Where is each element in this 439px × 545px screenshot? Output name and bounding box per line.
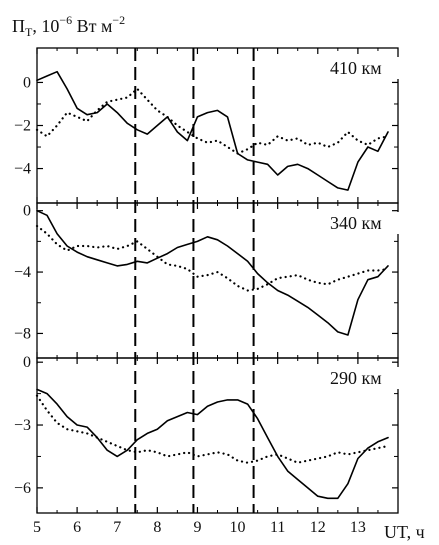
x-tick-label: 6 bbox=[73, 519, 81, 536]
vertical-marker-lines bbox=[134, 48, 255, 513]
series-line-solid bbox=[36, 209, 389, 336]
y-axis-title-unit: Вт м bbox=[72, 16, 112, 36]
x-tick-label: 10 bbox=[230, 519, 246, 536]
panel-label: 340 км bbox=[330, 213, 382, 233]
y-axis-title-sup: −6 bbox=[59, 13, 72, 27]
panels: 0 −2 −4 410 км 0 −4 −8 340 км 0 −3 −6 290 км bbox=[14, 47, 400, 514]
y-tick-label: −4 bbox=[14, 264, 31, 281]
panel-2: 0 −4 −8 340 км bbox=[14, 202, 400, 359]
x-tick-label: 5 bbox=[33, 519, 41, 536]
panel-label-bg bbox=[326, 212, 400, 234]
panel-1: 0 −2 −4 410 км bbox=[14, 47, 400, 204]
x-tick-label: 8 bbox=[153, 519, 161, 536]
y-axis-title-unit-sup: −2 bbox=[112, 13, 125, 27]
y-tick-label: 0 bbox=[23, 354, 31, 371]
x-axis-title: UT, ч bbox=[384, 522, 425, 542]
y-tick-label: −4 bbox=[14, 161, 31, 178]
panel-label: 290 км bbox=[330, 368, 382, 388]
series-line-solid bbox=[36, 388, 389, 500]
y-tick-label: −8 bbox=[14, 325, 31, 342]
y-tick-label: −6 bbox=[14, 480, 31, 497]
panel-label-bg bbox=[326, 367, 400, 389]
series-line-dotted bbox=[35, 394, 390, 464]
series-line-dotted bbox=[35, 87, 390, 155]
y-axis-title-base: Π bbox=[12, 16, 25, 36]
series-line-dotted bbox=[35, 224, 390, 292]
y-axis-title-rest: , 10 bbox=[32, 16, 59, 36]
y-tick-label: −2 bbox=[14, 118, 31, 135]
x-axis: 5 6 7 8 9 10 11 12 13 bbox=[33, 519, 366, 536]
x-tick-label: 11 bbox=[270, 519, 285, 536]
y-tick-label: 0 bbox=[23, 74, 31, 91]
x-tick-label: 12 bbox=[310, 519, 326, 536]
y-axis-title-sub: T bbox=[25, 25, 33, 39]
x-tick-label: 9 bbox=[193, 519, 201, 536]
x-tick-label: 13 bbox=[350, 519, 366, 536]
y-tick-label: −3 bbox=[14, 417, 31, 434]
y-axis-title: ΠT, 10−6 Вт м−2 bbox=[12, 13, 125, 39]
x-tick-label: 7 bbox=[113, 519, 121, 536]
panel-label-bg bbox=[326, 57, 400, 79]
series-line-solid bbox=[36, 70, 389, 191]
panel-label: 410 км bbox=[330, 58, 382, 78]
panel-3: 0 −3 −6 290 км bbox=[14, 354, 400, 514]
y-tick-label: 0 bbox=[23, 203, 31, 220]
